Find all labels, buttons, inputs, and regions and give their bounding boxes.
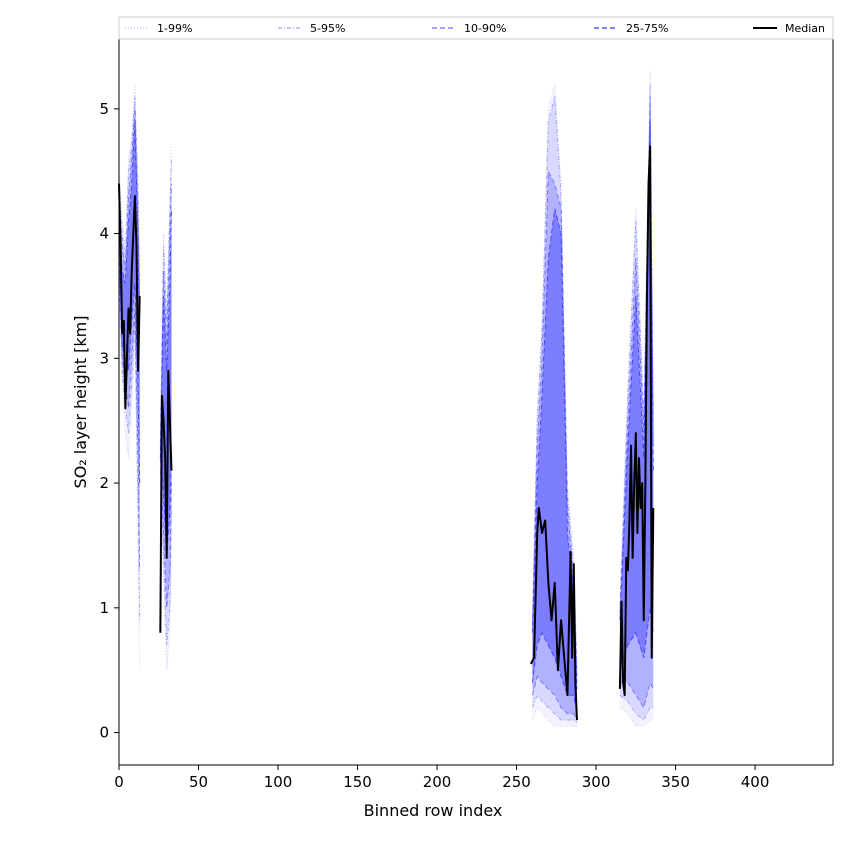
band-edge [532, 83, 578, 658]
band-edge [619, 96, 654, 615]
band-fill [119, 83, 140, 671]
band-edge [619, 71, 654, 596]
band-fill [160, 183, 172, 608]
band-edge [118, 108, 141, 309]
legend-label: 10-90% [464, 22, 506, 35]
band-edge [118, 258, 141, 571]
legend-label: Median [785, 22, 825, 35]
band-edge [532, 675, 578, 721]
legend-label: 5-95% [310, 22, 345, 35]
band-edge [118, 96, 141, 296]
median-line [118, 145, 655, 721]
legend-frame [118, 16, 834, 40]
x-tick-label: 150 [343, 773, 372, 791]
x-tick-label: 0 [114, 773, 124, 791]
band-edge [532, 208, 578, 689]
legend-item-Median: Median [753, 22, 825, 35]
band-edge [159, 458, 172, 608]
legend-item-5-95%: 5-95% [278, 22, 345, 35]
legend-item-25-75%: 25-75% [594, 22, 668, 35]
legend-label: 1-99% [157, 22, 192, 35]
legend-item-1-99%: 1-99% [125, 22, 192, 35]
band-edge [118, 121, 141, 334]
band-fill [532, 83, 577, 727]
y-axis: 0 1 2 3 4 5 [99, 100, 119, 742]
band-edge [532, 694, 578, 723]
band-edge [619, 707, 654, 727]
band-edge [118, 246, 141, 484]
y-tick-label: 2 [99, 474, 109, 492]
band-edge [619, 83, 654, 608]
band-edge [619, 694, 654, 721]
band-edge [159, 483, 172, 671]
median-segment [618, 145, 655, 697]
median-segment [159, 369, 173, 633]
band-edge [532, 96, 578, 671]
band-edge [159, 470, 172, 646]
band-edge [159, 208, 172, 459]
band-edge [532, 631, 578, 714]
x-tick-label: 200 [423, 773, 452, 791]
x-tick-label: 250 [502, 773, 531, 791]
y-tick-label: 4 [99, 225, 109, 243]
median-segment [118, 183, 141, 410]
band-fill [532, 96, 577, 723]
x-axis-label: Binned row index [364, 801, 503, 820]
y-tick-label: 1 [99, 599, 109, 617]
x-tick-label: 50 [189, 773, 208, 791]
band-edge [619, 681, 654, 709]
band-edge [118, 283, 141, 671]
band-fill [532, 208, 577, 714]
y-tick-label: 0 [99, 724, 109, 742]
y-tick-label: 5 [99, 100, 109, 118]
band-fill [160, 208, 172, 558]
median-segment [529, 507, 578, 721]
band-fill [532, 171, 577, 721]
x-tick-label: 400 [741, 773, 770, 791]
x-tick-label: 100 [264, 773, 293, 791]
x-tick-label: 300 [582, 773, 611, 791]
x-tick-label: 350 [661, 773, 690, 791]
legend-label: 25-75% [626, 22, 668, 35]
y-axis-label: SO₂ layer height [km] [71, 316, 90, 489]
legend-item-10-90%: 10-90% [432, 22, 506, 35]
legend: 1-99% 5-95% 10-90% 25-75% Median [118, 16, 834, 40]
x-axis: 0 50 100 150 200 250 300 350 400 [114, 765, 769, 791]
band-edge [118, 83, 141, 284]
band-edge [159, 183, 172, 452]
band-edge [532, 706, 577, 727]
y-tick-label: 3 [99, 349, 109, 367]
plot-frame [118, 38, 834, 766]
